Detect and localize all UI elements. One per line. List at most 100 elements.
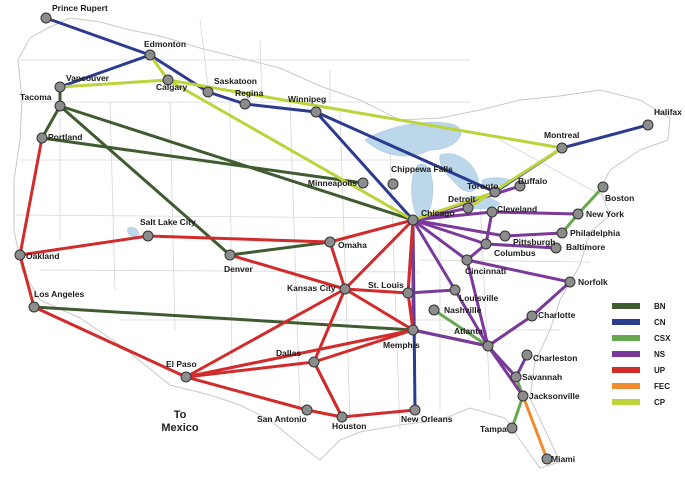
city-node xyxy=(482,340,494,352)
route-segment xyxy=(312,360,344,419)
route-segment xyxy=(411,218,457,292)
route-segment xyxy=(243,102,318,114)
legend-label: NS xyxy=(654,350,666,359)
city-label: Omaha xyxy=(338,240,367,250)
legend-swatch xyxy=(612,351,640,357)
city-label: Charleston xyxy=(533,353,577,363)
route-segment xyxy=(40,136,365,185)
routes-layer xyxy=(18,16,650,461)
city-label: Philadelphia xyxy=(570,228,620,238)
route-segment xyxy=(521,394,549,461)
city-label: San Antonio xyxy=(257,414,307,424)
city-label: Chicago xyxy=(421,208,455,218)
city-node xyxy=(407,324,419,336)
city-node xyxy=(449,284,461,296)
city-label: Houston xyxy=(332,421,366,431)
city-node xyxy=(506,422,518,434)
city-node xyxy=(301,404,313,416)
city-node xyxy=(407,214,419,226)
city-node xyxy=(526,310,538,322)
legend-label: UP xyxy=(654,366,666,375)
mexico-annotation: To Mexico xyxy=(161,409,199,434)
route-segment xyxy=(312,287,347,364)
city-label: Halifax xyxy=(654,107,682,117)
legend-swatch xyxy=(612,335,640,341)
city-label: St. Louis xyxy=(368,280,404,290)
city-node xyxy=(486,206,498,218)
route-segment xyxy=(58,53,152,89)
city-label: Dallas xyxy=(276,348,301,358)
route-segment xyxy=(58,104,415,222)
city-node xyxy=(409,404,421,416)
city-label: Saskatoon xyxy=(214,76,257,86)
city-node xyxy=(387,178,399,190)
route-segment xyxy=(576,185,605,216)
city-node xyxy=(556,227,568,239)
route-segment xyxy=(432,308,490,348)
route-segment xyxy=(312,328,415,364)
city-node xyxy=(514,180,526,192)
route-segment xyxy=(411,210,494,222)
city-node xyxy=(499,230,511,242)
route-segment xyxy=(206,90,247,106)
route-segment xyxy=(146,234,332,244)
legend-swatch xyxy=(612,319,640,325)
route-segment xyxy=(343,287,415,332)
legend-label: FEC xyxy=(654,382,670,391)
city-label: Salt Lake City xyxy=(140,217,196,227)
route-segment xyxy=(328,218,415,244)
city-label: New Orleans xyxy=(401,414,453,424)
city-node xyxy=(239,98,251,110)
city-node xyxy=(142,230,154,242)
city-label: Kansas City xyxy=(287,283,336,293)
city-label: Atlanta xyxy=(454,326,483,336)
city-label: Denver xyxy=(224,264,254,274)
city-label: Savannah xyxy=(522,372,562,382)
mexico-annotation-line1: To xyxy=(174,409,187,421)
city-node xyxy=(642,119,654,131)
city-label: Winnipeg xyxy=(288,94,326,104)
city-node xyxy=(597,181,609,193)
city-node xyxy=(14,249,26,261)
legend-label: CSX xyxy=(654,334,671,343)
city-label: Boston xyxy=(605,193,634,203)
city-label: El Paso xyxy=(166,359,197,369)
route-segment xyxy=(184,287,347,379)
labels-layer: Prince Rupert Edmonton Vancouver Calgary Sas… xyxy=(20,3,682,464)
city-label: Los Angeles xyxy=(34,289,84,299)
city-node xyxy=(28,301,40,313)
city-label: Chippewa Falls xyxy=(391,164,453,174)
route-segment xyxy=(58,78,170,89)
city-node xyxy=(489,186,501,198)
city-label: Cleveland xyxy=(497,204,537,214)
route-segment xyxy=(411,218,469,262)
city-label: Prince Rupert xyxy=(52,3,108,13)
legend: BN CN CSX NS UP FEC CP xyxy=(612,302,671,407)
city-label: Cincinnati xyxy=(465,266,506,276)
mexico-annotation-line2: Mexico xyxy=(161,422,199,434)
city-label: Louisville xyxy=(459,293,498,303)
city-node xyxy=(517,390,529,402)
city-label: Oakland xyxy=(26,251,60,261)
city-node xyxy=(550,242,562,254)
city-label: Vancouver xyxy=(66,73,110,83)
route-segment xyxy=(18,136,44,257)
legend-swatch xyxy=(612,303,640,309)
route-segment xyxy=(560,123,650,150)
city-label: Edmonton xyxy=(144,39,186,49)
city-label: Pittsburgh xyxy=(513,237,556,247)
country-outline xyxy=(13,17,671,469)
route-segment xyxy=(32,305,188,379)
route-segment xyxy=(486,344,525,398)
route-segment xyxy=(343,218,415,291)
city-node xyxy=(162,74,174,86)
route-segment xyxy=(166,78,415,222)
city-label: Portland xyxy=(48,132,82,142)
city-node xyxy=(40,12,52,24)
city-label: Columbus xyxy=(494,248,536,258)
city-node xyxy=(336,411,348,423)
city-node xyxy=(521,349,533,361)
city-label: Calgary xyxy=(156,82,187,92)
route-segment xyxy=(18,234,150,257)
legend-swatch xyxy=(612,383,640,389)
